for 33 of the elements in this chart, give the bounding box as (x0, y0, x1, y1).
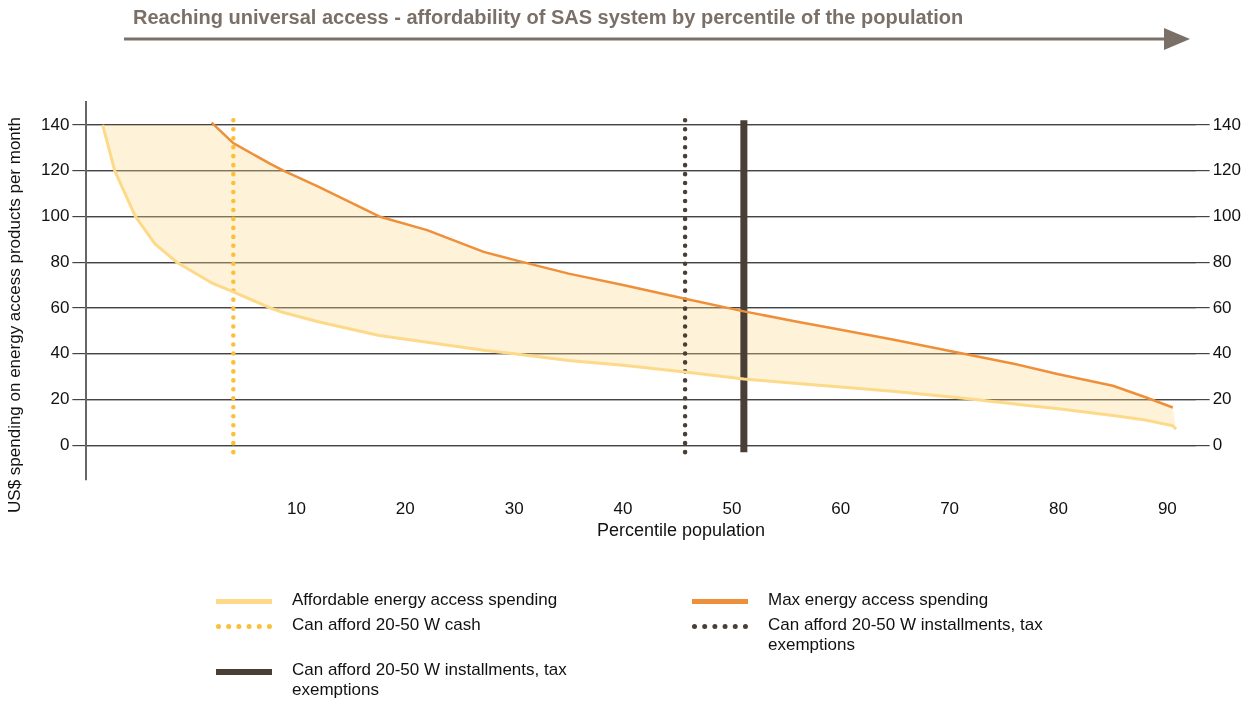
legend-label: Can afford 20-50 W installments, tax exemptions (768, 615, 1044, 655)
y2-tick-label: 120 (1212, 160, 1242, 180)
x-tick-label: 30 (504, 499, 524, 519)
x-tick-label: 70 (940, 499, 960, 519)
x-tick-label: 80 (1049, 499, 1068, 519)
y-tick-label: 40 (50, 343, 70, 363)
y-tick-label: 80 (50, 251, 70, 271)
legend-label: Can afford 20-50 W cash (292, 615, 481, 635)
legend-label: Max energy access spending (768, 590, 989, 610)
y-tick-label: 120 (40, 160, 70, 180)
legend-label: Affordable energy access spending (292, 590, 558, 610)
x-tick-label: 20 (395, 499, 415, 519)
y-tick-label: 0 (59, 434, 70, 454)
y2-tick-label: 100 (1212, 206, 1242, 226)
y-tick-label: 60 (50, 297, 70, 317)
legend-label: Can afford 20-50 W installments, tax exemptions (292, 660, 568, 700)
y-tick-label: 20 (50, 389, 70, 409)
x-tick-label: 60 (831, 499, 851, 519)
y-axis-title: US$ spending on energy access products per month (5, 117, 25, 513)
chart-title: Reaching universal access - affordability of SAS system by percentile of the population (133, 6, 964, 29)
y2-tick-label: 80 (1212, 251, 1232, 271)
x-tick-label: 90 (1157, 499, 1177, 519)
y2-tick-label: 60 (1212, 297, 1232, 317)
x-tick-label: 50 (722, 499, 742, 519)
x-axis-title: Percentile population (596, 520, 766, 541)
y2-tick-label: 20 (1212, 389, 1232, 409)
y-tick-label: 100 (40, 206, 70, 226)
y-tick-label: 140 (40, 114, 70, 134)
y2-tick-label: 140 (1212, 114, 1242, 134)
y2-tick-label: 0 (1212, 434, 1223, 454)
x-tick-label: 40 (613, 499, 633, 519)
y2-tick-label: 40 (1212, 343, 1232, 363)
x-tick-label: 10 (287, 499, 306, 519)
